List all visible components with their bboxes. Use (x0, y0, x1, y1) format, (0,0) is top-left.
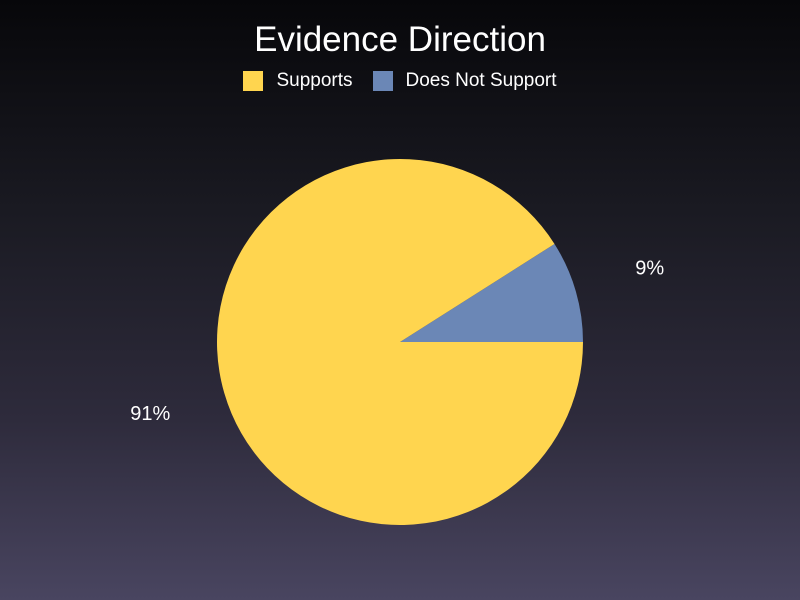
legend-item-does-not-support[interactable]: Does Not Support (372, 68, 557, 94)
pie-slice-supports[interactable] (217, 158, 583, 525)
legend-item-supports[interactable]: Supports (243, 68, 353, 94)
slice-label-supports: 91% (130, 403, 170, 425)
chart-title: Evidence Direction (254, 20, 546, 59)
legend-label-supports: Supports (276, 70, 353, 91)
chart-legend: Supports Does Not Support (0, 68, 800, 94)
legend-label-does-not-support: Does Not Support (405, 70, 557, 91)
legend-swatch-supports (243, 71, 264, 91)
legend-swatch-does-not-support (372, 71, 393, 91)
slice-label-does-not-support: 9% (635, 258, 664, 280)
pie-slice-does-not-support[interactable] (400, 243, 583, 342)
